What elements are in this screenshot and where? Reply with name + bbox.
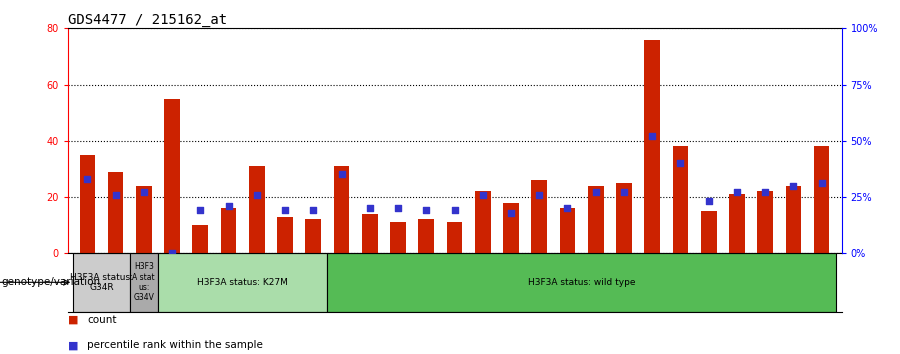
Bar bbox=[108, 172, 123, 253]
Point bbox=[221, 203, 236, 209]
Bar bbox=[277, 217, 292, 253]
Text: ■: ■ bbox=[68, 315, 78, 325]
Text: H3F3A status:
G34R: H3F3A status: G34R bbox=[70, 273, 133, 292]
Point bbox=[80, 176, 94, 182]
Bar bbox=[588, 185, 604, 253]
Bar bbox=[391, 222, 406, 253]
Point bbox=[616, 190, 631, 195]
Point bbox=[673, 160, 688, 166]
Point bbox=[701, 199, 716, 204]
Point bbox=[306, 207, 320, 213]
Point bbox=[758, 190, 772, 195]
Text: percentile rank within the sample: percentile rank within the sample bbox=[87, 341, 263, 350]
Point bbox=[334, 172, 348, 177]
Point bbox=[589, 190, 603, 195]
Bar bbox=[814, 146, 830, 253]
Bar bbox=[560, 208, 575, 253]
Bar bbox=[616, 183, 632, 253]
Bar bbox=[475, 191, 491, 253]
Bar bbox=[328, 253, 836, 312]
Bar bbox=[158, 253, 328, 312]
Point bbox=[249, 192, 264, 198]
Point bbox=[475, 192, 490, 198]
Point bbox=[447, 207, 462, 213]
Bar bbox=[418, 219, 434, 253]
Point bbox=[278, 207, 293, 213]
Bar bbox=[79, 155, 95, 253]
Bar bbox=[220, 208, 237, 253]
Point bbox=[814, 181, 829, 186]
Point bbox=[137, 190, 151, 195]
Bar bbox=[193, 225, 208, 253]
Bar bbox=[701, 211, 716, 253]
Point bbox=[194, 207, 208, 213]
Bar bbox=[334, 166, 349, 253]
Bar bbox=[532, 180, 547, 253]
Bar bbox=[305, 219, 321, 253]
Bar bbox=[446, 222, 463, 253]
Text: H3F3A status: wild type: H3F3A status: wild type bbox=[528, 278, 635, 287]
Point bbox=[108, 192, 122, 198]
Bar bbox=[249, 166, 265, 253]
Bar bbox=[136, 185, 151, 253]
Text: GDS4477 / 215162_at: GDS4477 / 215162_at bbox=[68, 13, 227, 27]
Bar bbox=[362, 214, 377, 253]
Text: H3F3A status: K27M: H3F3A status: K27M bbox=[197, 278, 288, 287]
Bar bbox=[130, 253, 158, 312]
Bar bbox=[672, 146, 688, 253]
Bar bbox=[786, 185, 801, 253]
Point bbox=[391, 205, 405, 211]
Point bbox=[787, 183, 801, 189]
Point bbox=[363, 205, 377, 211]
Point bbox=[645, 133, 660, 139]
Point bbox=[730, 190, 744, 195]
Point bbox=[504, 210, 518, 216]
Point bbox=[419, 207, 434, 213]
Bar bbox=[729, 194, 745, 253]
Point bbox=[561, 205, 575, 211]
Text: genotype/variation: genotype/variation bbox=[1, 277, 100, 287]
Bar bbox=[164, 98, 180, 253]
Text: ■: ■ bbox=[68, 341, 78, 350]
Text: count: count bbox=[87, 315, 117, 325]
Point bbox=[165, 250, 179, 256]
Bar bbox=[644, 40, 660, 253]
Bar bbox=[758, 191, 773, 253]
Text: H3F3
A stat
us:
G34V: H3F3 A stat us: G34V bbox=[132, 262, 155, 302]
Point bbox=[532, 192, 546, 198]
Bar bbox=[503, 202, 518, 253]
Bar bbox=[73, 253, 130, 312]
